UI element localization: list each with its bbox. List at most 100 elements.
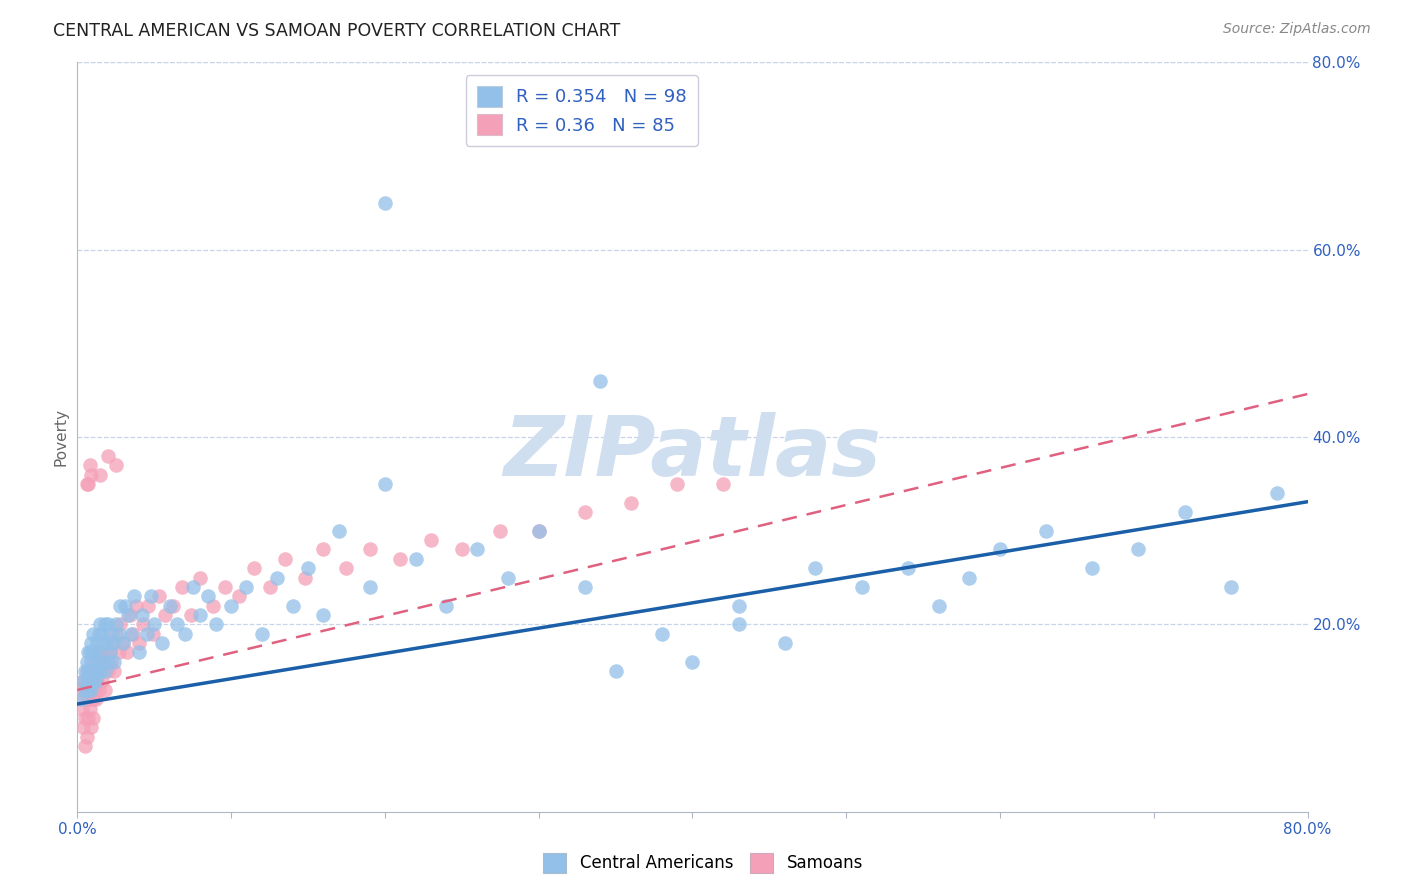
Point — [83, 646, 105, 660]
Point — [527, 524, 550, 538]
Point — [69, 683, 91, 698]
Point — [72, 673, 94, 688]
Point — [132, 617, 155, 632]
Point — [651, 626, 673, 640]
Point — [84, 646, 107, 660]
Point — [100, 626, 122, 640]
Y-axis label: Poverty: Poverty — [53, 408, 69, 467]
Point — [574, 505, 596, 519]
Point — [112, 636, 135, 650]
Point — [108, 626, 131, 640]
Point — [274, 551, 297, 566]
Point — [1081, 561, 1104, 575]
Point — [100, 655, 122, 669]
Point — [214, 580, 236, 594]
Point — [94, 617, 117, 632]
Point — [711, 476, 734, 491]
Point — [79, 458, 101, 473]
Point — [73, 664, 96, 679]
Point — [84, 664, 107, 679]
Point — [297, 561, 319, 575]
Point — [605, 664, 627, 679]
Point — [97, 664, 120, 679]
Text: ZIPatlas: ZIPatlas — [503, 411, 882, 492]
Point — [121, 626, 143, 640]
Point — [374, 476, 396, 491]
Point — [82, 673, 104, 688]
Point — [135, 626, 157, 640]
Point — [201, 599, 224, 613]
Point — [89, 664, 111, 679]
Point — [117, 608, 139, 623]
Point — [527, 524, 550, 538]
Point — [108, 646, 131, 660]
Point — [89, 467, 111, 482]
Text: Source: ZipAtlas.com: Source: ZipAtlas.com — [1223, 22, 1371, 37]
Point — [1128, 542, 1150, 557]
Point — [405, 551, 427, 566]
Point — [436, 599, 458, 613]
Point — [496, 571, 519, 585]
Point — [162, 599, 184, 613]
Point — [170, 580, 193, 594]
Point — [897, 561, 920, 575]
Point — [666, 476, 689, 491]
Point — [79, 646, 101, 660]
Point — [82, 646, 104, 660]
Point — [97, 655, 120, 669]
Point — [150, 636, 173, 650]
Point — [80, 673, 103, 688]
Point — [79, 701, 101, 715]
Point — [420, 533, 443, 547]
Point — [243, 561, 266, 575]
Point — [773, 636, 796, 650]
Point — [89, 664, 111, 679]
Point — [80, 636, 103, 650]
Point — [72, 721, 94, 735]
Point — [89, 646, 111, 660]
Point — [204, 617, 226, 632]
Point — [359, 580, 381, 594]
Point — [80, 467, 103, 482]
Point — [77, 646, 100, 660]
Point — [1174, 505, 1197, 519]
Text: CENTRAL AMERICAN VS SAMOAN POVERTY CORRELATION CHART: CENTRAL AMERICAN VS SAMOAN POVERTY CORRE… — [53, 22, 620, 40]
Point — [90, 673, 114, 688]
Point — [73, 711, 96, 725]
Point — [142, 626, 165, 640]
Point — [77, 711, 100, 725]
Point — [82, 664, 104, 679]
Legend: R = 0.354   N = 98, R = 0.36   N = 85: R = 0.354 N = 98, R = 0.36 N = 85 — [465, 75, 697, 145]
Point — [180, 608, 202, 623]
Point — [574, 580, 596, 594]
Point — [70, 701, 93, 715]
Point — [104, 458, 127, 473]
Point — [94, 683, 117, 698]
Point — [90, 655, 114, 669]
Point — [328, 524, 350, 538]
Point — [79, 664, 101, 679]
Point — [335, 561, 357, 575]
Point — [76, 683, 98, 698]
Point — [79, 683, 101, 698]
Point — [82, 626, 104, 640]
Point — [77, 692, 100, 706]
Point — [84, 692, 107, 706]
Point — [94, 664, 117, 679]
Point — [250, 626, 273, 640]
Point — [82, 711, 104, 725]
Point — [128, 636, 150, 650]
Point — [77, 673, 100, 688]
Point — [76, 664, 98, 679]
Legend: Central Americans, Samoans: Central Americans, Samoans — [537, 847, 869, 880]
Point — [76, 476, 98, 491]
Point — [465, 542, 488, 557]
Point — [87, 626, 110, 640]
Point — [93, 655, 115, 669]
Point — [101, 636, 124, 650]
Point — [82, 655, 104, 669]
Point — [101, 636, 124, 650]
Point — [104, 617, 127, 632]
Point — [76, 730, 98, 744]
Point — [359, 542, 381, 557]
